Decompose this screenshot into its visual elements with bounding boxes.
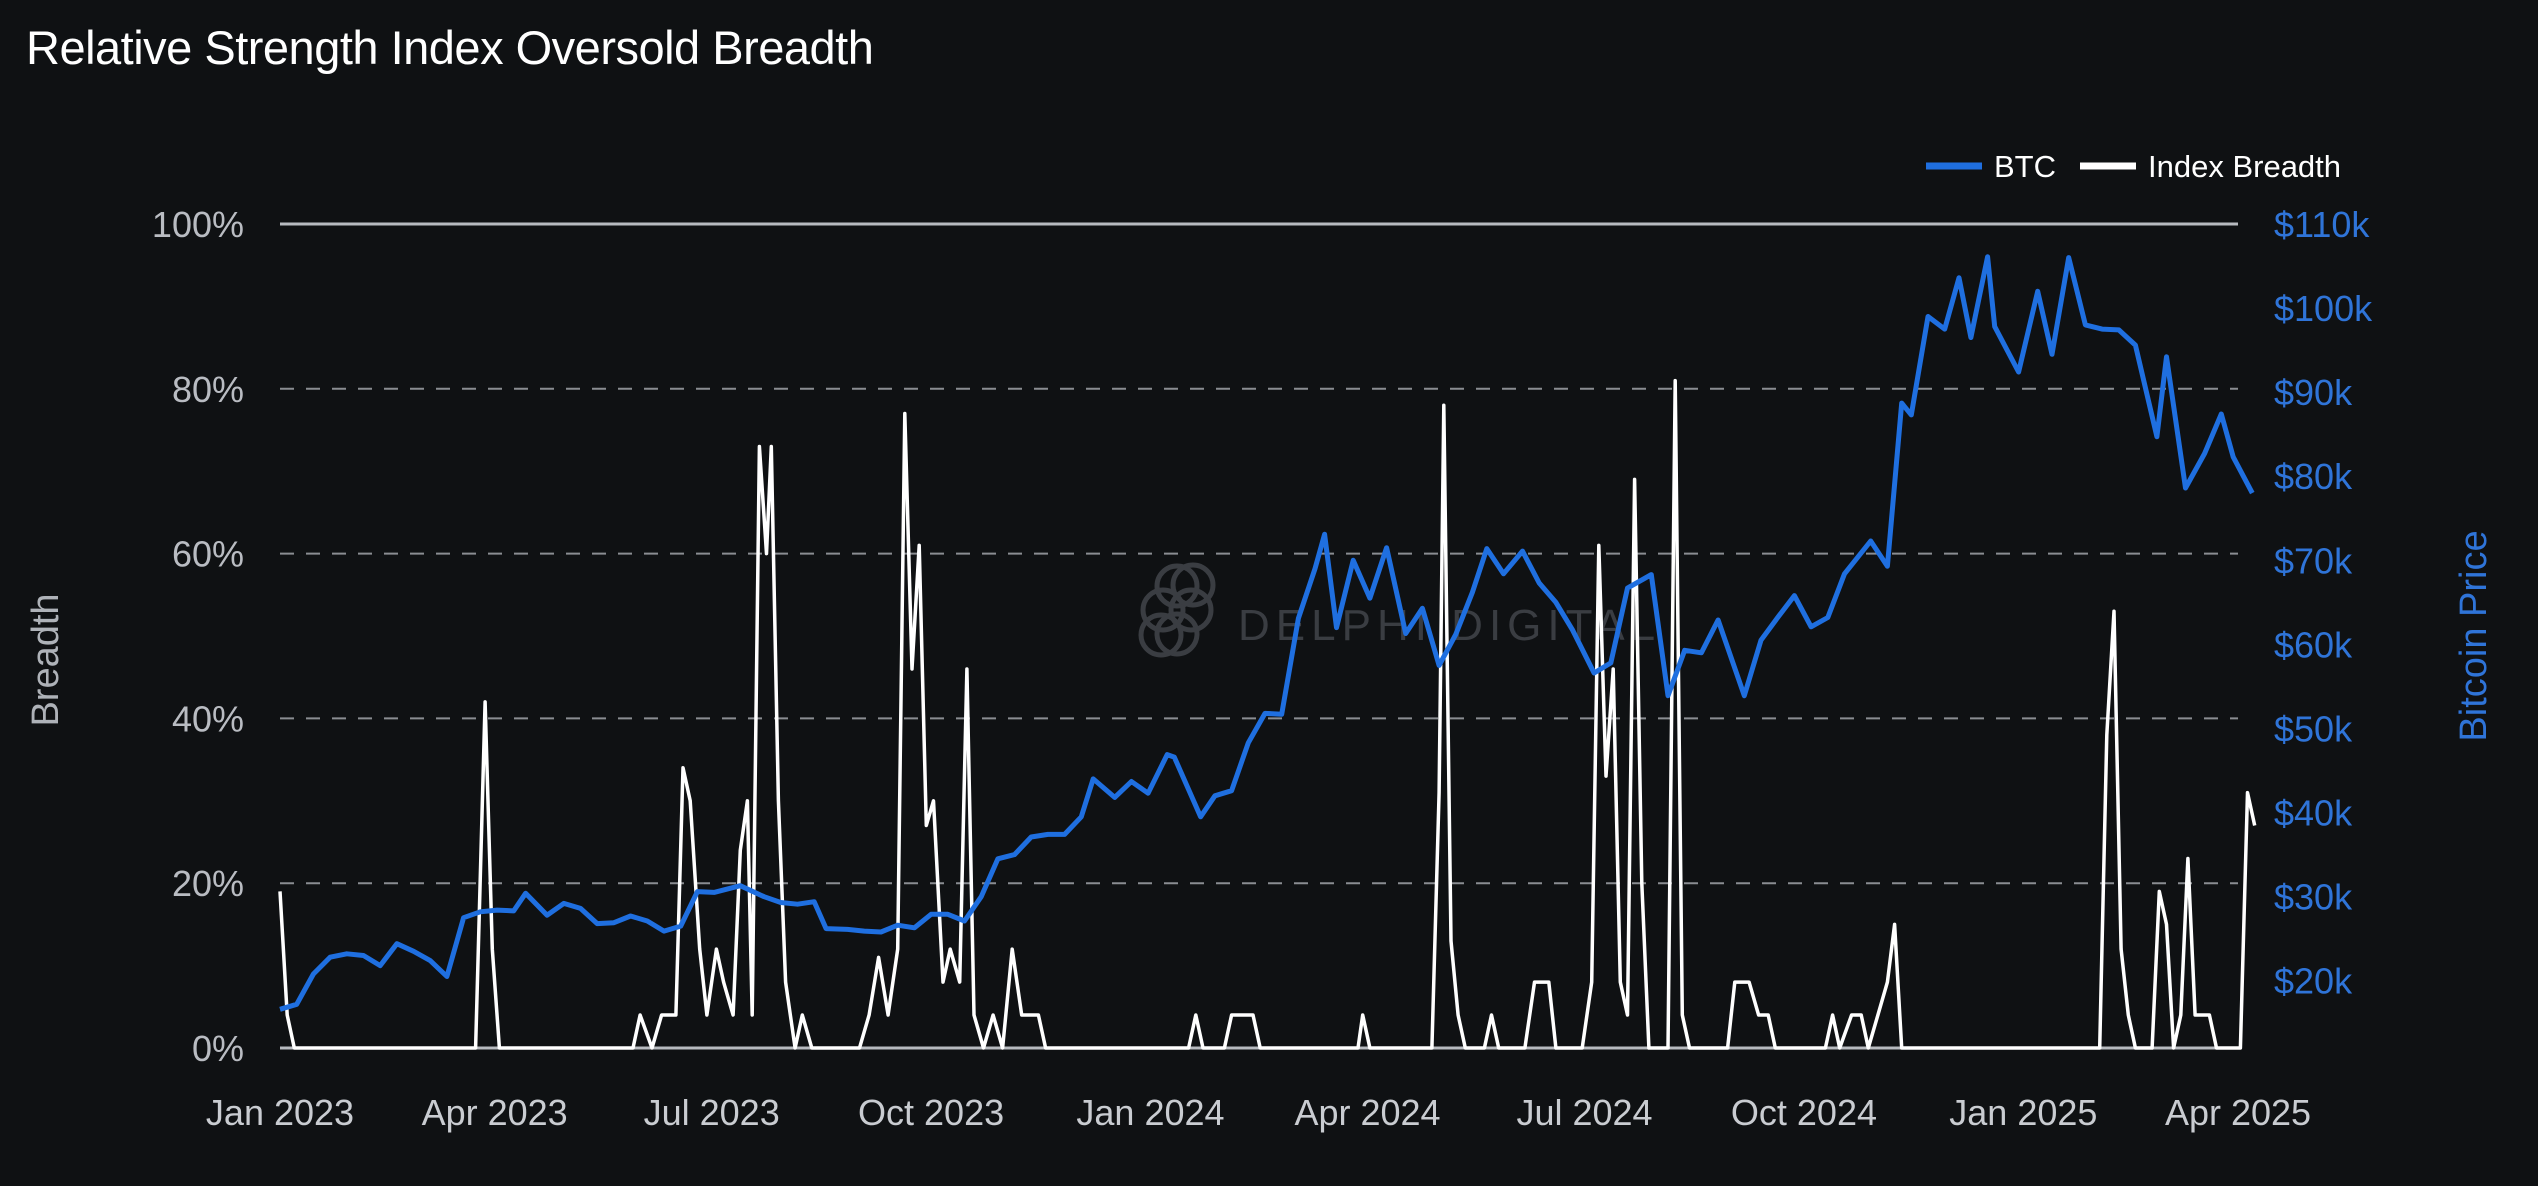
y-axis-label-right: Bitcoin Price [2453, 530, 2495, 741]
x-axis-ticks: Jan 2023 Apr 2023 Jul 2023 Oct 2023 Jan 2024… [206, 1092, 2311, 1133]
series-line-btc [279, 254, 2255, 1012]
legend-label: Index Breadth [2148, 149, 2341, 184]
x-tick-label: Apr 2025 [2165, 1092, 2311, 1133]
right-tick-label: $80k [2274, 456, 2353, 497]
left-tick-label: 80% [172, 369, 244, 410]
legend: BTC Index Breadth [1926, 149, 2341, 184]
series-layer [278, 254, 2257, 1050]
left-tick-label: 20% [172, 863, 244, 904]
x-tick-label: Jul 2023 [644, 1092, 780, 1133]
right-tick-label: $100k [2274, 288, 2373, 329]
right-tick-label: $60k [2274, 624, 2353, 665]
legend-label: BTC [1994, 149, 2056, 184]
right-tick-label: $20k [2274, 961, 2353, 1002]
left-tick-label: 0% [192, 1028, 244, 1069]
x-tick-label: Oct 2024 [1731, 1092, 1877, 1133]
right-tick-label: $110k [2274, 204, 2370, 245]
x-tick-label: Jan 2024 [1076, 1092, 1224, 1133]
x-tick-label: Jul 2024 [1516, 1092, 1652, 1133]
left-tick-label: 40% [172, 698, 244, 739]
x-tick-label: Jan 2025 [1949, 1092, 2097, 1133]
right-tick-label: $30k [2274, 877, 2353, 918]
right-tick-label: $70k [2274, 540, 2353, 581]
left-tick-label: 100% [152, 204, 244, 245]
left-axis-ticks: 0% 20% 40% 60% 80% 100% [152, 204, 244, 1069]
x-tick-label: Jan 2023 [206, 1092, 354, 1133]
chart-title: Relative Strength Index Oversold Breadth [26, 21, 874, 74]
right-axis-ticks: $20k $30k $40k $50k $60k $70k $80k $90k $100k $11… [2274, 204, 2373, 1002]
x-tick-label: Apr 2024 [1294, 1092, 1440, 1133]
x-tick-label: Apr 2023 [422, 1092, 568, 1133]
right-tick-label: $40k [2274, 793, 2353, 834]
series-line-index-breadth [278, 378, 2257, 1050]
x-tick-label: Oct 2023 [858, 1092, 1004, 1133]
right-tick-label: $50k [2274, 708, 2353, 749]
y-axis-label-left: Breadth [25, 593, 67, 726]
left-tick-label: 60% [172, 534, 244, 575]
right-tick-label: $90k [2274, 372, 2353, 413]
delphi-logo-icon [1138, 562, 1216, 658]
